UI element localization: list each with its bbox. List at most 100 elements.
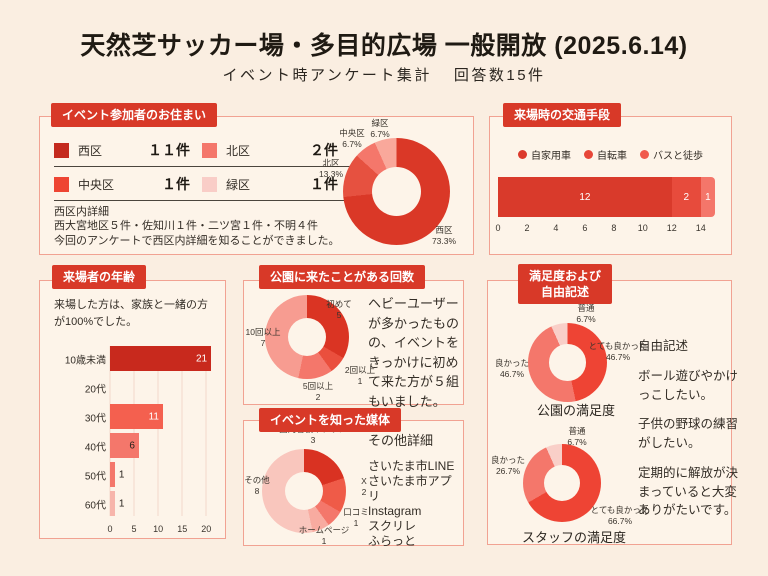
page-title: 天然芝サッカー場・多目的広場 一般開放 (2025.6.14) [80,32,688,60]
age-row: 40代 6 [54,433,214,458]
panel-visits-header: 公園に来たことがある回数 [259,265,426,290]
legend-item: 中央区 １件 [54,174,202,194]
legend-label: 北区 [226,143,251,158]
bar-segment-bicycle: 2 [671,177,701,217]
slice-label-word-of-mouth: 口コミ 1 [343,507,369,529]
free-comment: ボール遊びやかけっこしたい。 [638,368,739,402]
legend-dot [584,150,593,159]
list-item: Instagram [368,503,422,518]
note-line: 今回のアンケートで西区内詳細を知ることができました。 [54,234,340,247]
legend-swatch [54,142,69,158]
media-other-list: さいたま市LINE さいたま市アプリ Instagram スクリレ ふらっと [368,459,463,549]
age-note: 来場した方は、家族と一緒の方が100%でした。 [54,299,208,329]
legend-swatch [202,176,217,192]
panel-visits: 公園に来たことがある回数 初めて 5 2回以上 1 5回以上 2 10回以上 7… [243,265,464,409]
legend-item: 緑区 １件 [202,174,350,194]
visits-donut-chart [265,295,349,379]
donut-hole [544,465,580,501]
legend-swatch [54,176,69,192]
legend-item: 西区 １１件 [54,140,202,160]
slice-label-park-neutral: 普通 6.7% [576,303,596,325]
bar-segment-bus-walk: 1 [700,177,716,217]
free-comment: 定期的に解放が決まっていると大変ありがたいです。 [638,465,739,518]
age-row: 10歳未満 21 [54,346,214,371]
bar-50s: 1 [110,462,124,487]
legend-count: １１件 [148,142,190,158]
donut-hole [371,166,422,217]
legend-item: 自家用車 [518,147,571,162]
panel-residence-header: イベント参加者のお住まい [51,103,218,128]
legend-label: バスと徒歩 [653,151,703,162]
legend-label: 自転車 [597,151,627,162]
slice-label-homepage: ホームページ 1 [298,525,350,547]
transport-x-axis: 0 2 4 6 8 10 12 14 [495,223,706,233]
list-item: スクリレ [368,518,417,533]
response-count: 回答数15件 [453,67,546,84]
slice-label-10plus: 10回以上 7 [245,327,281,349]
staff-satisfaction-caption: スタッフの満足度 [521,530,627,545]
slice-label-first-time: 初めて 5 [326,299,352,321]
legend-count: １件 [310,176,338,192]
age-row: 30代 11 [54,404,214,429]
panel-media: イベントを知った媒体 園内看板やチラシ 3 X 2 口コミ 1 ホームページ 1… [243,408,464,549]
bar-40s: 6 [110,433,139,458]
donut-hole [549,344,586,381]
list-item: ふらっと [368,533,417,548]
age-bar-chart: 10歳未満 21 20代 30代 11 40代 [54,346,214,518]
legend-row: 中央区 １件 緑区 １件 [54,167,350,201]
visits-note: ヘビーユーザーが多かったものの、イベントをきっかけに初めて来た方が５組もいました… [368,296,460,409]
free-comment: 子供の野球の練習がしたい。 [638,417,739,450]
note-title: その他詳細 [368,433,434,448]
bar-60s: 1 [110,491,124,516]
note-title: 西区内詳細 [54,206,109,218]
donut-hole [287,317,327,357]
age-gridlines [109,346,214,516]
panel-age-header: 来場者の年齢 [52,265,147,290]
transport-legend: 自家用車 自転車 バスと徒歩 [490,147,731,162]
legend-item: 自転車 [584,147,627,162]
legend-row: 西区 １１件 北区 ２件 [54,133,350,167]
slice-label-midoriku: 緑区 6.7% [370,118,390,140]
slice-label-kitaku: 北区 13.3% [318,158,344,180]
panel-satisfaction-header: 満足度および 自由記述 [518,264,613,305]
slice-label-2plus: 2回以上 1 [344,365,376,387]
park-satisfaction-donut [528,323,607,402]
age-row: 60代 1 [54,491,214,516]
panel-media-header: イベントを知った媒体 [259,408,402,433]
bar-under10: 21 [110,346,212,371]
panel-transport-header: 来場時の交通手段 [503,103,622,128]
staff-satisfaction-donut [523,444,601,522]
panel-residence: イベント参加者のお住まい 西区 １１件 北区 ２件 中央区 １件 [39,103,474,255]
list-item: さいたま市アプリ [368,473,452,503]
slice-label-staff-good: 良かった 26.7% [490,455,526,477]
legend-label: 西区 [78,143,103,158]
subtitle-text: イベント時アンケート集計 [222,67,432,84]
legend-item: 北区 ２件 [202,140,350,160]
media-note: その他詳細 さいたま市LINE さいたま市アプリ Instagram スクリレ … [368,433,463,549]
bar-30s: 11 [110,404,163,429]
residence-legend: 西区 １１件 北区 ２件 中央区 １件 緑区 １件 [54,133,350,201]
slice-label-chuoku: 中央区 6.7% [339,128,365,150]
age-row: 20代 [84,384,106,395]
legend-dot [518,150,527,159]
panel-transport: 来場時の交通手段 自家用車 自転車 バスと徒歩 12 2 1 [489,103,732,255]
media-donut-chart [262,449,346,533]
legend-label: 緑区 [226,177,251,192]
donut-hole [284,471,324,511]
slice-label-staff-verygood: とても良かった 66.7% [590,505,650,527]
panel-age: 来場者の年齢 来場した方は、家族と一緒の方が100%でした。 10歳未満 21 … [39,265,226,539]
slice-label-park-good: 良かった 46.7% [494,358,530,380]
slice-label-nishiku: 西区 73.3% [431,225,457,247]
legend-label: 中央区 [78,177,115,192]
residence-donut-chart [343,138,450,245]
note-line: 西大宮地区５件・佐知川１件・二ツ宮１件・不明４件 [54,220,318,233]
bar-segment-car: 12 [498,177,672,217]
slice-label-other: その他 8 [244,475,270,497]
legend-count: １件 [162,176,190,192]
legend-label: 自家用車 [531,151,571,162]
park-satisfaction-caption: 公園の満足度 [536,403,616,418]
slice-label-5plus: 5回以上 2 [302,381,334,403]
free-comments-title: 自由記述 [638,339,689,353]
list-item: さいたま市LINE [368,458,455,473]
